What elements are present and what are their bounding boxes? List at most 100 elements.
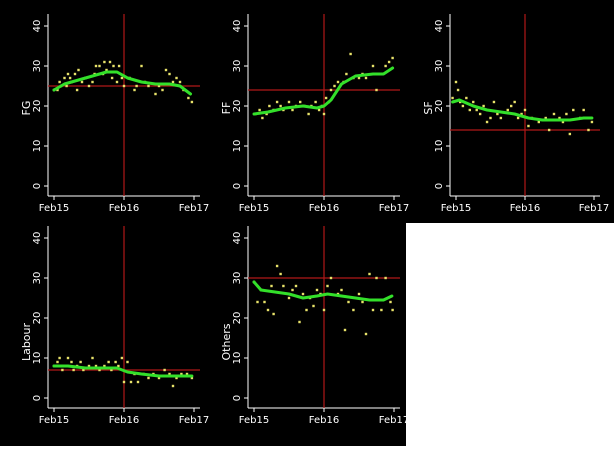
point-ff-4 <box>268 104 271 108</box>
point-sf-27 <box>552 112 556 116</box>
point-fg-20 <box>103 60 106 64</box>
point-others-32 <box>371 308 375 312</box>
point-ff-26 <box>345 72 348 76</box>
point-fg-38 <box>164 68 168 72</box>
point-sf-9 <box>478 112 482 116</box>
point-ff-19 <box>322 112 326 116</box>
y-tick-label-labour-30: 30 <box>32 272 43 285</box>
point-ff-23 <box>333 84 336 88</box>
panel-others: 0 10 20 30 40 Feb15 Feb16 Feb17 Others <box>220 226 409 426</box>
point-sf-25 <box>544 116 547 120</box>
y-tick-label-labour-10: 10 <box>32 352 43 365</box>
panel-sf: 0 10 20 30 40 Feb15 Feb16 Feb17 SF <box>422 14 609 214</box>
x-tick-label-labour-1: Feb16 <box>109 415 139 426</box>
point-sf-22 <box>527 124 530 128</box>
point-others-8 <box>279 272 282 276</box>
point-sf-7 <box>472 100 475 104</box>
y-tick-label-sf-10: 10 <box>434 140 445 153</box>
point-others-11 <box>291 288 294 292</box>
x-tick-label-fg-2: Feb17 <box>179 203 209 214</box>
point-ff-33 <box>375 88 378 92</box>
point-labour-11 <box>87 364 91 368</box>
point-sf-31 <box>568 132 572 136</box>
point-ff-10 <box>291 108 294 112</box>
point-labour-23 <box>129 380 133 384</box>
point-fg-32 <box>140 64 143 68</box>
point-labour-3 <box>61 368 64 372</box>
point-labour-31 <box>168 372 171 376</box>
point-others-9 <box>282 284 285 288</box>
point-others-6 <box>272 312 275 316</box>
point-labour-9 <box>79 360 82 364</box>
y-tick-label-labour-0: 0 <box>32 395 43 401</box>
point-ff-27 <box>349 52 352 56</box>
y-tick-label-ff-0: 0 <box>232 183 243 189</box>
point-others-20 <box>322 308 326 312</box>
point-others-17 <box>312 304 315 308</box>
y-tick-label-ff-30: 30 <box>232 60 243 73</box>
x-tick-label-fg-0: Feb15 <box>39 203 69 214</box>
point-sf-13 <box>492 100 496 104</box>
smooth-line-labour <box>52 364 194 378</box>
point-ff-2 <box>261 116 264 120</box>
y-tick-label-others-30: 30 <box>232 272 243 285</box>
smooth-line-others <box>252 280 394 302</box>
x-tick-label-ff-1: Feb16 <box>309 203 339 214</box>
point-others-33 <box>375 276 378 280</box>
point-labour-12 <box>91 356 94 360</box>
point-ff-32 <box>371 64 375 68</box>
point-others-12 <box>294 284 298 288</box>
point-labour-14 <box>98 368 101 372</box>
y-tick-label-labour-20: 20 <box>32 312 43 325</box>
point-others-37 <box>391 308 394 312</box>
point-others-24 <box>340 288 343 292</box>
point-sf-0 <box>451 96 454 100</box>
y-tick-label-fg-30: 30 <box>32 60 43 73</box>
panel-fg: 0 10 20 30 40 Feb15 Feb16 Feb17 FG <box>20 14 209 214</box>
point-fg-36 <box>157 84 161 88</box>
point-ff-9 <box>287 100 291 104</box>
point-others-25 <box>343 328 347 332</box>
y-axis-title-others: Others <box>220 323 233 360</box>
point-labour-33 <box>175 376 178 380</box>
point-sf-32 <box>572 108 575 112</box>
point-ff-31 <box>364 76 368 80</box>
point-ff-14 <box>307 112 310 116</box>
point-sf-30 <box>565 112 568 116</box>
point-fg-23 <box>110 76 114 80</box>
point-others-10 <box>287 296 291 300</box>
smooth-line-sf <box>451 98 594 122</box>
y-tick-label-ff-10: 10 <box>232 140 243 153</box>
point-ff-24 <box>336 80 340 84</box>
point-others-7 <box>275 264 279 268</box>
y-tick-label-fg-20: 20 <box>32 100 43 113</box>
point-sf-19 <box>516 116 520 120</box>
point-sf-18 <box>513 100 516 104</box>
point-sf-26 <box>547 128 551 132</box>
point-sf-4 <box>461 104 465 108</box>
point-labour-32 <box>171 384 175 388</box>
panel-labour: 0 10 20 30 40 Feb15 Feb16 Feb17 Labour <box>20 226 209 426</box>
point-ff-17 <box>317 108 321 112</box>
point-sf-16 <box>506 108 509 112</box>
point-labour-36 <box>190 376 194 380</box>
point-ff-3 <box>265 112 268 116</box>
y-tick-label-sf-40: 40 <box>434 20 445 33</box>
point-fg-24 <box>112 64 115 68</box>
y-tick-label-sf-0: 0 <box>434 183 445 189</box>
point-sf-1 <box>454 80 458 84</box>
point-sf-6 <box>468 108 471 112</box>
panel-ff: 0 10 20 30 40 Feb15 Feb16 Feb17 FF <box>220 14 409 214</box>
point-labour-35 <box>185 372 189 376</box>
y-tick-label-labour-40: 40 <box>32 232 43 245</box>
point-fg-40 <box>171 80 175 84</box>
point-fg-26 <box>117 64 121 68</box>
point-ff-22 <box>329 88 333 92</box>
point-fg-6 <box>66 72 70 76</box>
point-sf-24 <box>537 120 540 124</box>
point-ff-7 <box>279 104 282 108</box>
point-others-35 <box>384 276 387 280</box>
x-tick-label-sf-2: Feb17 <box>579 203 609 214</box>
